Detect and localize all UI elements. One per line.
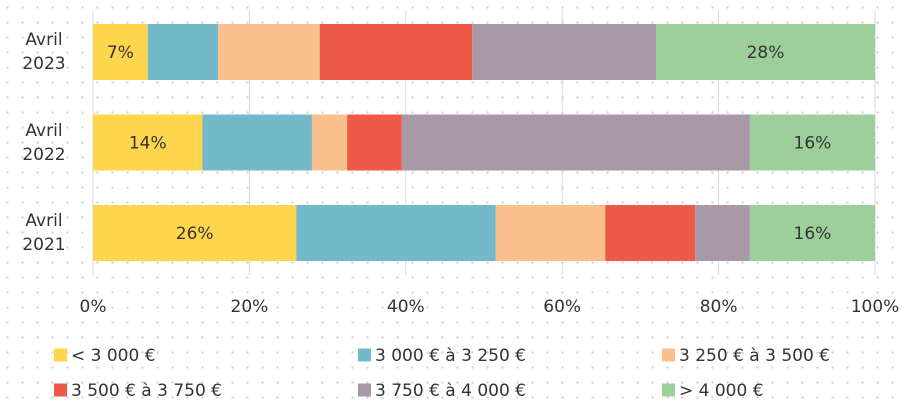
bar-segment — [319, 24, 473, 80]
bar-segment — [749, 205, 875, 261]
bar-segment — [296, 205, 496, 261]
bar-segment — [311, 114, 348, 171]
data-label: 7% — [107, 43, 134, 63]
data-label: 28% — [747, 43, 785, 63]
x-tick-label: 0% — [80, 297, 107, 317]
bar-segment — [695, 205, 750, 261]
legend-swatch — [54, 348, 67, 362]
x-tick-label: 80% — [700, 297, 738, 317]
bar-segment — [147, 24, 219, 80]
bar-segment — [401, 114, 750, 171]
legend-label: 3 500 € à 3 750 € — [71, 381, 222, 401]
category-label: Avril 2023 — [22, 30, 66, 74]
legend-label: > 4 000 € — [679, 381, 764, 401]
x-tick-label: 40% — [387, 297, 425, 317]
legend-swatch — [358, 348, 371, 362]
bar-segment — [93, 24, 148, 80]
data-label: 16% — [794, 224, 832, 244]
legend-label: < 3 000 € — [71, 346, 156, 366]
legend-swatch — [662, 383, 675, 397]
legend-label: 3 750 € à 4 000 € — [375, 381, 526, 401]
legend-label: 3 250 € à 3 500 € — [679, 346, 830, 366]
bar-segment — [93, 205, 297, 261]
legend-label: 3 000 € à 3 250 € — [375, 346, 526, 366]
data-label: 26% — [176, 224, 214, 244]
data-label: 16% — [794, 134, 832, 154]
data-label: 14% — [129, 134, 167, 154]
x-tick-label: 100% — [851, 297, 900, 317]
bar-segment — [347, 114, 402, 171]
x-tick-label: 20% — [231, 297, 269, 317]
bar-segment — [656, 24, 875, 80]
bar-segment — [495, 205, 606, 261]
legend-swatch — [662, 348, 675, 362]
bar-segment — [202, 114, 312, 171]
bar-segment — [605, 205, 696, 261]
x-tick-label: 60% — [543, 297, 581, 317]
legend-swatch — [358, 383, 371, 397]
bar-segment — [472, 24, 657, 80]
category-label: Avril 2021 — [22, 211, 66, 255]
legend-swatch — [54, 383, 67, 397]
bar-segment — [93, 114, 203, 171]
bar-segment — [218, 24, 320, 80]
bar-segment — [749, 114, 875, 171]
category-label: Avril 2022 — [22, 120, 66, 165]
